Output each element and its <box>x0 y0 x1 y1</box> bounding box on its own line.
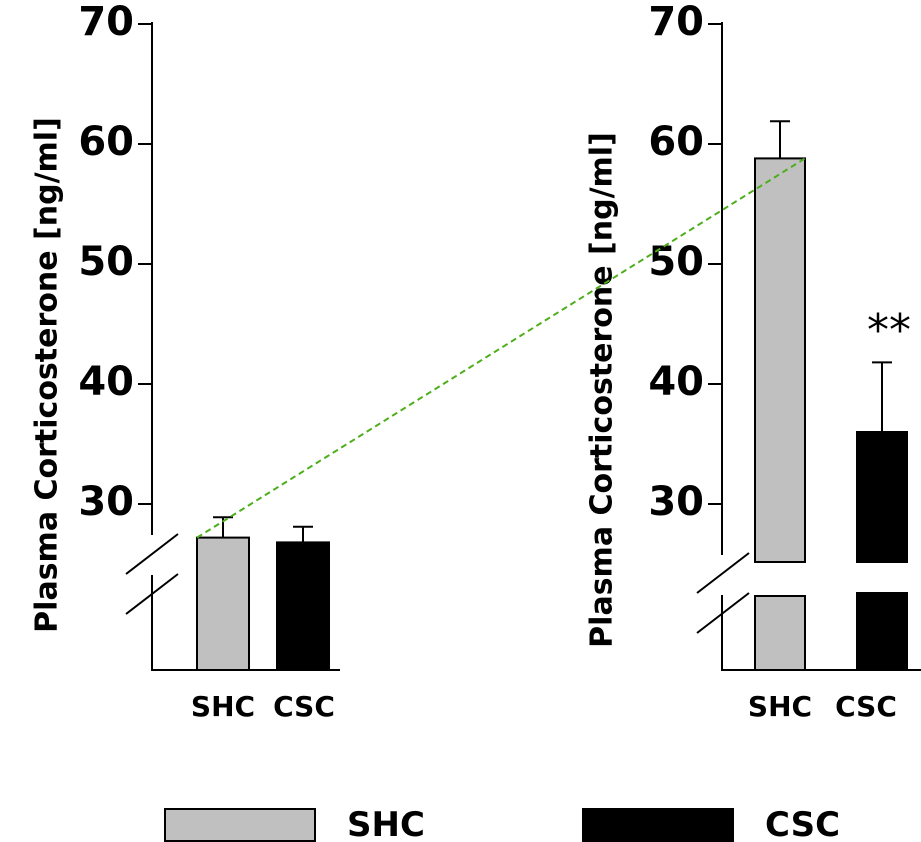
shc-connector-dashed-line <box>196 157 806 539</box>
right-axis-break <box>696 552 750 634</box>
left-category-label-csc: CSC <box>273 690 335 723</box>
left-y-tick-label: 30 <box>78 479 134 525</box>
left-panel: Plasma Corticosterone [ng/ml] 30 40 50 60 70… <box>30 0 340 723</box>
right-bar-csc-lower <box>856 592 908 671</box>
left-y-ticks: 30 40 50 60 70 <box>78 0 152 525</box>
right-panel: Plasma Corticosterone [ng/ml] 30 40 50 60 70… <box>585 0 921 723</box>
right-y-axis-label: Plasma Corticosterone [ng/ml] <box>585 132 620 648</box>
right-y-tick-label: 50 <box>648 239 704 285</box>
left-bars <box>196 516 330 672</box>
legend-label-shc: SHC <box>347 805 425 842</box>
right-y-ticks: 30 40 50 60 70 <box>648 0 722 525</box>
left-axis-break <box>125 533 179 615</box>
right-bar-csc-upper <box>856 431 908 563</box>
right-category-label-csc: CSC <box>835 690 897 723</box>
left-y-tick-label: 50 <box>78 239 134 285</box>
legend: SHC CSC <box>164 805 840 842</box>
right-bar-shc-upper <box>754 157 806 563</box>
legend-swatch-csc <box>582 808 734 842</box>
right-y-tick-label: 40 <box>648 359 704 405</box>
right-y-axis-line <box>721 22 921 671</box>
left-y-tick-label: 40 <box>78 359 134 405</box>
legend-label-csc: CSC <box>765 805 840 842</box>
left-y-axis-label: Plasma Corticosterone [ng/ml] <box>30 117 65 633</box>
right-y-tick-label: 70 <box>648 0 704 45</box>
right-bars <box>754 120 908 671</box>
left-bar-shc <box>196 536 250 671</box>
left-y-tick-label: 60 <box>78 119 134 165</box>
right-y-tick-label: 30 <box>648 479 704 525</box>
right-category-label-shc: SHC <box>748 690 812 723</box>
significance-annotation: ** <box>867 305 911 356</box>
left-y-tick-label: 70 <box>78 0 134 45</box>
left-category-label-shc: SHC <box>191 690 255 723</box>
right-bar-shc-lower <box>754 595 806 671</box>
legend-swatch-shc <box>164 808 316 842</box>
left-bar-csc <box>276 541 330 672</box>
right-y-tick-label: 60 <box>648 119 704 165</box>
